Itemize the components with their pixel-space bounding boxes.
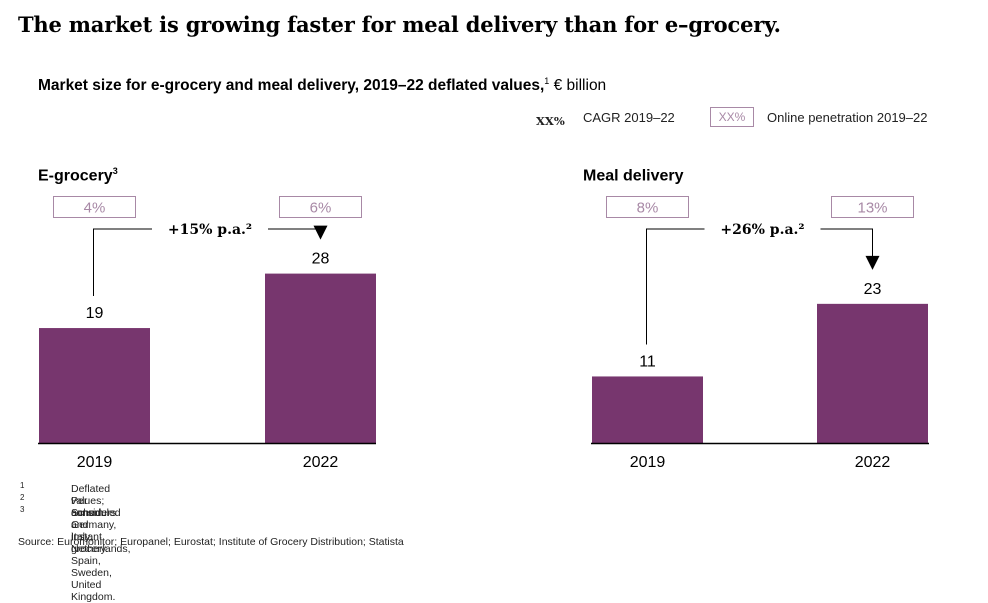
subtitle-footnote-ref: 1 [544, 76, 550, 86]
legend-penetration-label: Online penetration 2019–22 [767, 110, 928, 125]
penetration-box [831, 196, 914, 218]
legend-cagr-label: CAGR 2019–22 [583, 110, 675, 125]
bar-charts: 19 2019 4% 28 2022 6% +15% p.a.² 11 2019 8% 23 2022… [38, 196, 929, 471]
source-note: Source: Euromonitor; Europanel; Eurostat… [18, 536, 404, 548]
penetration-label: 6% [310, 200, 332, 217]
data-label: 23 [864, 281, 882, 298]
data-label: 11 [639, 353, 656, 370]
cagr-label: +26% p.a.² [720, 222, 804, 238]
cagr-arrow-icon [313, 225, 328, 240]
panel-title-footnote-ref: 3 [112, 166, 118, 176]
chart-title: The market is growing faster for meal de… [18, 12, 781, 37]
x-tick-label: 2022 [303, 454, 339, 471]
penetration-box [279, 196, 362, 218]
x-tick-label: 2022 [855, 454, 891, 471]
data-label: 28 [312, 251, 330, 268]
cagr-arrow-icon [865, 255, 880, 270]
legend-cagr-marker: XX% [536, 114, 565, 128]
penetration-label: 4% [84, 200, 106, 217]
panel-title-egrocery: E-grocery3 [38, 166, 118, 185]
bar-2022 [265, 273, 376, 443]
subtitle-main: Market size for e-grocery and meal deliv… [38, 77, 545, 95]
cagr-bracket-left [93, 228, 152, 297]
chart-subtitle: Market size for e-grocery and meal deliv… [38, 76, 606, 95]
cagr-bracket-right [268, 227, 321, 230]
penetration-box [606, 196, 689, 218]
penetration-label: 8% [637, 200, 659, 217]
penetration-box [53, 196, 136, 218]
panel-title-text: Meal delivery [583, 167, 684, 185]
cagr-bracket-right [820, 228, 873, 258]
x-tick-label: 2019 [77, 454, 113, 471]
panel-title-text: E-grocery [38, 167, 113, 185]
subtitle-unit: € billion [549, 77, 607, 95]
cagr-bracket-left [646, 228, 705, 345]
cagr-label: +15% p.a.² [168, 222, 252, 238]
x-tick-label: 2019 [630, 454, 666, 471]
bar-2019 [592, 376, 703, 443]
panel-title-meal-delivery: Meal delivery [583, 166, 684, 185]
bar-2022 [817, 303, 928, 443]
data-label: 19 [86, 305, 104, 322]
bar-2019 [39, 328, 150, 443]
legend-penetration-marker: XX% [710, 107, 754, 127]
penetration-label: 13% [857, 200, 887, 217]
